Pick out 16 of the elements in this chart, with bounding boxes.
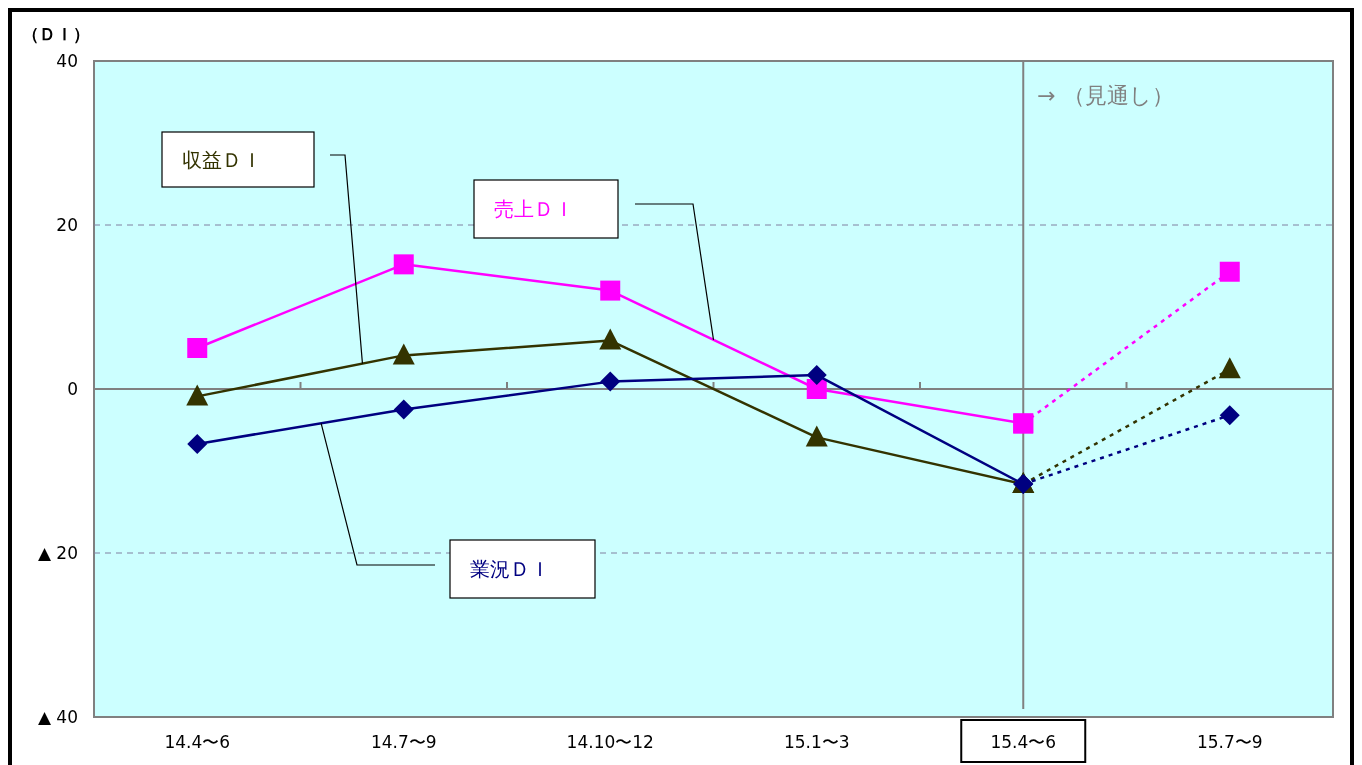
y-tick-label: 20 [56,215,78,235]
y-tick-label: ▲ 40 [37,707,78,727]
x-tick-label: 15.7〜9 [1196,732,1263,752]
x-tick-label: 14.4〜6 [164,732,231,752]
y-tick-label: 40 [56,51,78,71]
x-tick-label: 15.1〜3 [783,732,850,752]
x-tick-label: 14.10〜12 [566,732,654,752]
y-axis-title: （ＤＩ） [22,24,90,44]
text: 収益ＤＩ [182,147,262,172]
y-tick-label: 0 [67,379,78,399]
y-tick-label: ▲ 20 [37,543,78,563]
text: 業況ＤＩ [470,557,550,581]
ref-line-label: → （見通し） [1037,83,1174,108]
text: 売上ＤＩ [494,197,574,221]
x-tick-label: 15.4〜6 [990,732,1057,752]
x-tick-label: 14.7〜9 [370,732,437,752]
